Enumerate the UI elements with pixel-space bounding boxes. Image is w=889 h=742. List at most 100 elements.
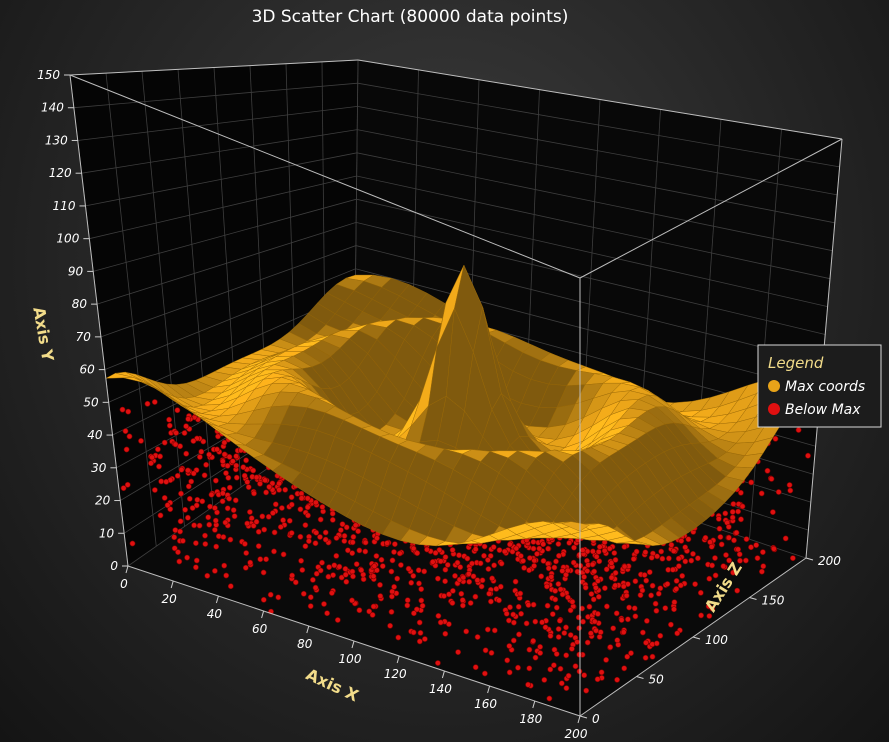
point-below-max — [725, 524, 732, 530]
point-below-max — [726, 557, 732, 564]
point-below-max — [344, 547, 351, 554]
x-tick-mark — [577, 715, 581, 724]
point-below-max — [717, 534, 724, 540]
point-below-max — [278, 505, 285, 511]
point-below-max — [304, 495, 311, 502]
point-below-max — [537, 650, 544, 656]
point-below-max — [178, 490, 184, 497]
point-below-max — [620, 629, 627, 635]
point-below-max — [531, 557, 538, 564]
point-below-max — [408, 579, 415, 586]
point-below-max — [702, 534, 709, 541]
point-below-max — [322, 529, 329, 536]
point-below-max — [276, 486, 282, 493]
point-below-max — [582, 584, 589, 591]
point-below-max — [676, 563, 682, 569]
point-below-max — [297, 533, 304, 540]
point-below-max — [649, 582, 656, 589]
point-below-max — [690, 551, 696, 557]
point-below-max — [302, 522, 309, 528]
point-below-max — [805, 452, 811, 459]
point-below-max — [362, 548, 369, 555]
point-below-max — [446, 591, 452, 598]
point-below-max — [782, 535, 789, 542]
point-below-max — [555, 541, 562, 547]
point-below-max — [643, 577, 650, 584]
point-below-max — [532, 618, 539, 625]
point-below-max — [595, 593, 602, 600]
point-below-max — [338, 574, 345, 581]
point-below-max — [241, 472, 248, 479]
point-below-max — [329, 510, 336, 517]
z-tick-label: 0 — [592, 712, 600, 726]
point-below-max — [413, 606, 420, 613]
point-below-max — [202, 532, 208, 539]
point-below-max — [122, 428, 129, 434]
point-below-max — [576, 625, 582, 631]
point-below-max — [240, 464, 247, 471]
point-below-max — [442, 554, 449, 560]
point-below-max — [540, 541, 547, 548]
point-below-max — [726, 534, 732, 541]
point-below-max — [567, 632, 574, 638]
point-below-max — [302, 543, 309, 550]
point-below-max — [317, 567, 324, 574]
point-below-max — [154, 446, 161, 453]
point-below-max — [642, 549, 649, 556]
point-below-max — [563, 624, 569, 631]
point-below-max — [219, 458, 226, 465]
point-below-max — [637, 592, 644, 598]
point-below-max — [715, 516, 722, 522]
point-below-max — [653, 640, 660, 647]
point-below-max — [419, 602, 426, 609]
point-below-max — [442, 578, 448, 585]
point-below-max — [415, 567, 422, 574]
point-below-max — [192, 564, 199, 571]
grid-line-z — [105, 73, 157, 547]
z-tick-label: 150 — [762, 594, 785, 608]
point-below-max — [706, 575, 713, 582]
point-below-max — [288, 530, 295, 536]
point-below-max — [588, 591, 595, 597]
point-below-max — [733, 529, 740, 536]
point-below-max — [603, 566, 610, 573]
point-below-max — [567, 607, 574, 614]
point-below-max — [760, 549, 766, 555]
point-below-max — [640, 629, 646, 636]
point-below-max — [334, 617, 341, 623]
y-tick-label: 130 — [45, 133, 68, 147]
point-below-max — [442, 630, 449, 637]
point-below-max — [223, 572, 230, 579]
point-below-max — [472, 593, 479, 600]
point-below-max — [331, 562, 338, 569]
point-below-max — [709, 562, 715, 569]
point-below-max — [537, 644, 543, 650]
point-below-max — [205, 514, 212, 521]
point-below-max — [510, 637, 517, 644]
point-below-max — [544, 602, 551, 609]
point-below-max — [435, 613, 442, 619]
x-axis-title: Axis X — [303, 665, 362, 706]
point-below-max — [184, 554, 190, 561]
point-below-max — [350, 534, 357, 540]
point-below-max — [328, 590, 335, 596]
point-below-max — [775, 489, 782, 495]
point-below-max — [322, 536, 329, 543]
box-edge — [69, 59, 359, 76]
point-below-max — [325, 573, 332, 580]
point-below-max — [530, 638, 537, 644]
point-below-max — [184, 514, 191, 521]
point-below-max — [648, 554, 655, 561]
point-below-max — [523, 620, 530, 627]
point-below-max — [677, 582, 684, 589]
point-below-max — [526, 646, 533, 653]
y-tick-label: 10 — [99, 526, 115, 540]
point-below-max — [307, 594, 314, 601]
point-below-max — [313, 570, 320, 577]
legend-marker-max-coords — [768, 380, 780, 392]
point-below-max — [481, 543, 488, 550]
point-below-max — [561, 630, 568, 636]
point-below-max — [266, 483, 273, 490]
point-below-max — [275, 594, 282, 601]
point-below-max — [526, 567, 532, 574]
